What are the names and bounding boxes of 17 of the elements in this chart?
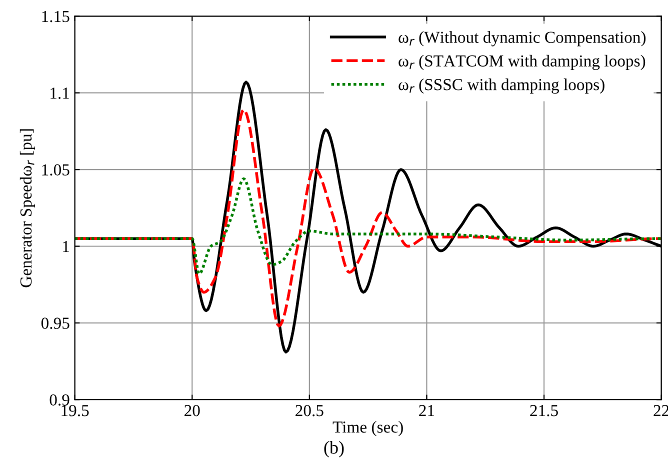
y-axis-title: Generator Speedω$_{r}$ [pu] (20, 129, 36, 288)
y-tick-label: 0.95 (41, 318, 70, 329)
y-tick-label: 1.05 (42, 164, 70, 176)
x-tick-label: 21.5 (530, 405, 558, 416)
x-tick-label: 19.5 (62, 405, 89, 416)
x-tick-label: 21 (419, 405, 434, 416)
x-tick-label: 20 (184, 404, 200, 416)
text: (b) (324, 441, 344, 458)
legend-label: ω$_{r}$ (STATCOM with damping loops) (398, 54, 646, 70)
legend-label: ω$_{r}$ (Without dynamic Compensation) (398, 31, 646, 46)
x-axis-title: Time (sec) (332, 420, 403, 436)
legend-label: ω$_{r}$ (SSSC with damping loops) (398, 78, 604, 94)
y-tick-label: 1.15 (42, 10, 70, 22)
y-tick-label: 1 (63, 241, 69, 252)
y-tick-label: 0.9 (50, 394, 70, 406)
x-tick-label: 20.5 (296, 404, 324, 416)
y-tick-label: 1.1 (50, 88, 69, 99)
